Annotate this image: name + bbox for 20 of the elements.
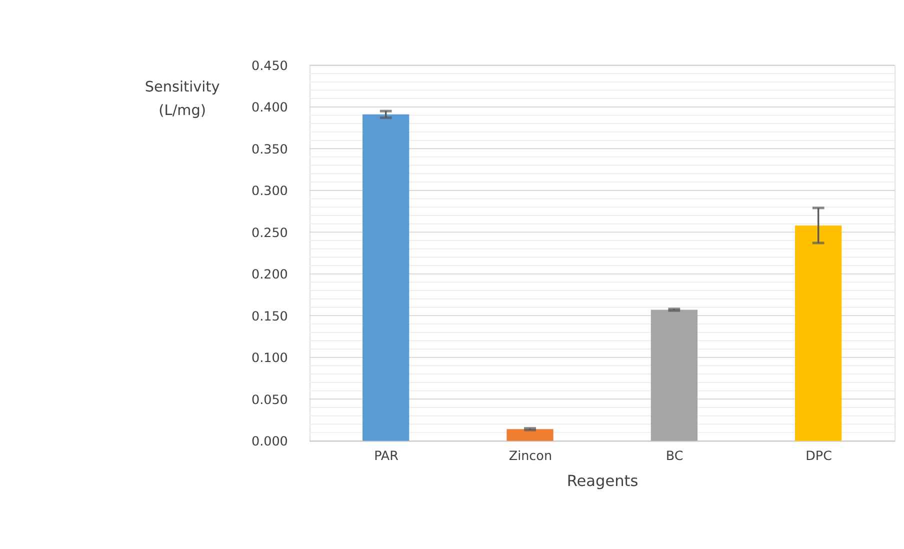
y-tick-label: 0.350	[251, 141, 288, 156]
y-tick-label: 0.050	[251, 392, 288, 407]
y-tick-label: 0.150	[251, 308, 288, 324]
x-axis-title: Reagents	[566, 472, 638, 490]
y-tick-label: 0.200	[251, 266, 288, 282]
x-tick-label: BC	[666, 448, 684, 463]
y-tick-label: 0.250	[251, 224, 288, 240]
bar	[650, 310, 698, 441]
y-tick-label: 0.300	[251, 183, 288, 198]
y-tick-label: 0.100	[251, 350, 288, 366]
y-axis-title: Sensitivity (L/mg)	[144, 79, 220, 120]
y-tick-label: 0.000	[251, 434, 288, 449]
x-tick-label: Zincon	[508, 448, 552, 463]
y-tick-label: 0.400	[251, 100, 288, 115]
bar	[506, 429, 554, 441]
y-tick-label: 0.450	[251, 58, 288, 73]
bar	[362, 114, 410, 441]
x-tick-label: DPC	[806, 448, 832, 463]
bar	[795, 225, 842, 441]
x-tick-label: PAR	[374, 448, 399, 463]
